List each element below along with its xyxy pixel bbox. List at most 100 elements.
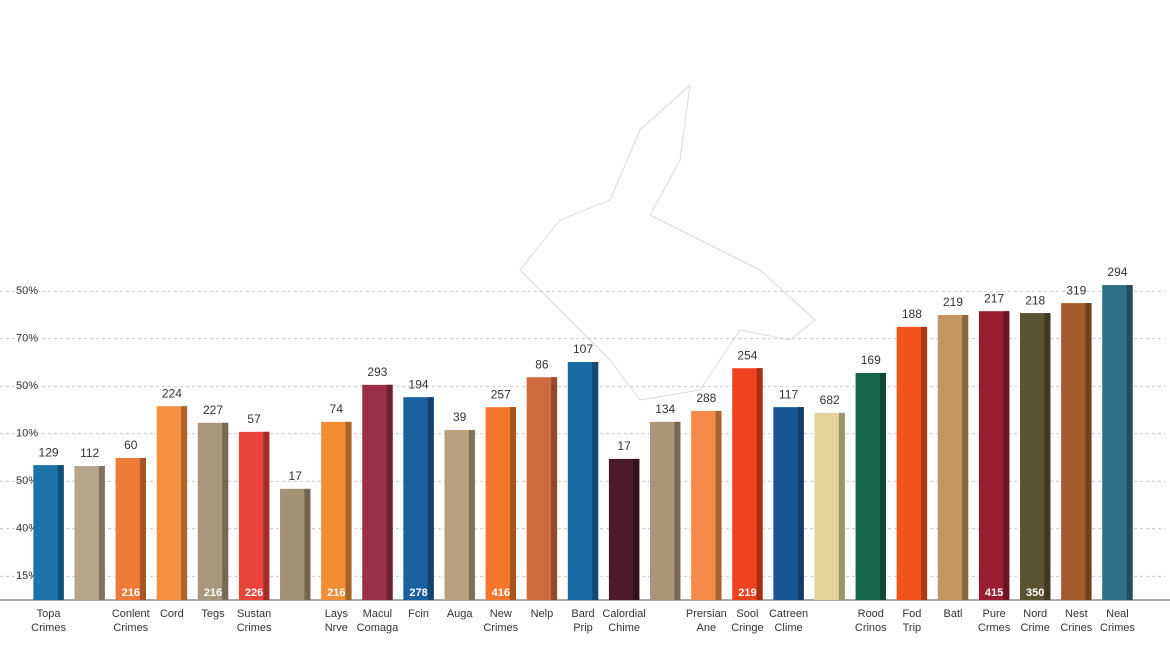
value-label: 134	[655, 402, 675, 416]
bar-side	[1126, 285, 1133, 600]
x-tick-label: Lays	[325, 608, 349, 620]
inner-label: 278	[409, 587, 427, 599]
x-tick-label: Neal	[1106, 608, 1129, 620]
bar-side	[263, 431, 270, 600]
bar-side	[551, 377, 558, 600]
inner-label: 350	[1026, 587, 1044, 599]
y-tick-label: 15%	[16, 570, 38, 582]
x-tick-label: Crimes	[483, 622, 518, 634]
y-tick-label: 40%	[16, 523, 38, 535]
bar-side	[592, 362, 599, 600]
value-label: 112	[80, 446, 99, 460]
x-tick-label: Cord	[160, 608, 184, 620]
x-tick-label: Auga	[447, 608, 474, 620]
bar-side	[756, 368, 763, 600]
x-tick-label: New	[490, 608, 512, 620]
x-tick-label: Nelp	[531, 608, 554, 620]
x-tick-label: Batl	[944, 608, 963, 620]
value-label: 17	[617, 439, 631, 453]
y-tick-label: 50%	[16, 475, 38, 487]
inner-label: 219	[738, 587, 756, 599]
bar-side	[386, 384, 393, 600]
bar-side	[1003, 311, 1010, 600]
bar-side	[345, 421, 352, 600]
x-tick-label: Crinos	[855, 622, 887, 634]
x-tick-label: Prersian	[686, 608, 727, 620]
bar-side	[1085, 303, 1092, 600]
x-tick-label: Clime	[774, 622, 802, 634]
bar-side	[304, 488, 311, 600]
bar-side	[57, 465, 64, 600]
x-tick-label: Fod	[902, 608, 921, 620]
x-tick-label: Nest	[1065, 608, 1088, 620]
value-label: 129	[39, 445, 59, 459]
x-tick-label: Topa	[37, 608, 62, 620]
value-label: 682	[820, 393, 840, 407]
bar-side	[962, 315, 969, 600]
value-label: 60	[124, 438, 138, 452]
x-tick-label: Prip	[573, 622, 593, 634]
inner-label: 216	[122, 587, 140, 599]
bar-side	[715, 410, 722, 600]
bar-side	[633, 458, 640, 600]
x-tick-label: Chime	[608, 622, 640, 634]
x-tick-label: Catreen	[769, 608, 808, 620]
inner-label: 226	[245, 587, 263, 599]
inner-label: 416	[492, 587, 510, 599]
x-tick-label: Nrve	[325, 622, 348, 634]
x-tick-label: Comaga	[357, 622, 399, 634]
bar-side	[879, 372, 886, 600]
value-label: 254	[737, 348, 757, 362]
value-label: 194	[409, 377, 429, 391]
bar-side	[921, 326, 928, 600]
x-tick-label: Cringe	[731, 622, 763, 634]
x-tick-label: Sool	[736, 608, 758, 620]
bar-side	[838, 412, 845, 600]
y-tick-label: 70%	[16, 333, 38, 345]
value-label: 74	[330, 402, 344, 416]
x-tick-label: Bard	[571, 608, 594, 620]
bar-side	[181, 406, 188, 600]
x-tick-label: Crimes	[113, 622, 148, 634]
y-tick-label: 10%	[16, 428, 38, 440]
x-tick-label: Conlent	[112, 608, 150, 620]
value-label: 39	[453, 410, 467, 424]
x-tick-label: Pure	[982, 608, 1005, 620]
bar-side	[98, 466, 105, 600]
x-tick-label: Trip	[903, 622, 922, 634]
x-tick-label: Ane	[697, 622, 717, 634]
bar-side	[674, 421, 681, 600]
x-tick-label: Crime	[1021, 622, 1050, 634]
bar-side	[139, 457, 146, 600]
value-label: 169	[861, 353, 881, 367]
inner-label: 415	[985, 587, 1003, 599]
bar-side	[222, 422, 229, 600]
x-tick-label: Tegs	[201, 608, 225, 620]
value-label: 294	[1107, 265, 1127, 279]
x-tick-label: Crimes	[1100, 622, 1135, 634]
y-tick-label: 50%	[16, 285, 38, 297]
bar-side	[797, 407, 804, 600]
value-label: 117	[779, 387, 798, 401]
x-tick-label: Sustan	[237, 608, 271, 620]
value-label: 293	[367, 365, 387, 379]
x-tick-label: Crimes	[31, 622, 66, 634]
value-label: 57	[247, 412, 261, 426]
bar-side	[468, 429, 475, 600]
value-label: 107	[573, 342, 593, 356]
value-label: 257	[491, 387, 511, 401]
map-outline	[519, 83, 816, 401]
inner-label: 216	[204, 587, 222, 599]
value-label: 17	[289, 469, 303, 483]
bar-side	[1044, 313, 1051, 600]
bar-side	[509, 407, 516, 600]
value-label: 288	[696, 391, 716, 405]
x-tick-label: Crimes	[237, 622, 272, 634]
x-tick-label: Crmes	[978, 622, 1011, 634]
value-label: 86	[535, 357, 549, 371]
x-tick-label: Macul	[363, 608, 392, 620]
value-label: 188	[902, 307, 922, 321]
x-tick-label: Rood	[858, 608, 884, 620]
inner-label: 216	[327, 587, 345, 599]
